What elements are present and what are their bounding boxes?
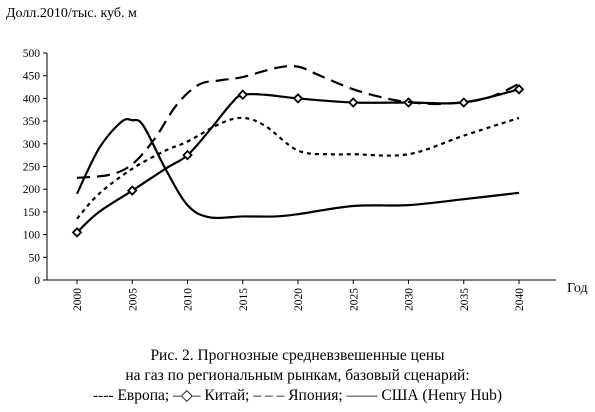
y-tick-label: 350 [23, 116, 41, 128]
x-tick-label: 2035 [459, 288, 471, 311]
x-tick-label: 2005 [127, 288, 139, 311]
y-tick-label: 250 [23, 162, 41, 174]
x-tick-label: 2040 [514, 288, 526, 311]
series-line-china [76, 88, 520, 234]
x-tick-labels: 2000 2005 2010 2015 2020 2025 2030 2035 2040 [72, 280, 526, 311]
y-tick-label: 450 [23, 71, 41, 83]
x-tick-label: 2020 [293, 288, 305, 311]
data-point-china [237, 89, 249, 101]
chart-axes [46, 53, 556, 281]
y-axis-title: Долл.2010/тыс. куб. м [6, 6, 137, 21]
data-point-china [347, 97, 359, 108]
x-axis-title: Год [567, 281, 588, 296]
y-tick-label: 50 [29, 252, 41, 264]
caption-line-2: на газ по региональным рынкам, базовый с… [125, 367, 470, 384]
series-line-japan [76, 64, 520, 179]
x-tick-label: 2010 [183, 288, 195, 311]
y-tick-label: 200 [23, 184, 41, 196]
x-tick-label: 2030 [404, 288, 416, 311]
y-tick-labels: 0 50 100 150 200 250 300 350 400 450 500 [23, 48, 47, 287]
y-tick-label: 0 [34, 275, 40, 287]
data-point-china [292, 93, 304, 104]
x-tick-label: 2000 [72, 288, 84, 311]
series-line-europe [76, 116, 520, 220]
y-tick-label: 150 [23, 207, 41, 219]
y-tick-label: 300 [23, 139, 41, 151]
data-point-china [458, 97, 470, 108]
y-tick-label: 400 [23, 93, 41, 105]
y-tick-label: 100 [23, 230, 41, 242]
caption-line-1: Рис. 2. Прогнозные средневзвешенные цены [150, 347, 445, 364]
x-tick-label: 2025 [348, 288, 360, 311]
y-tick-label: 500 [23, 48, 41, 60]
series-line-usa [76, 118, 520, 220]
series-lines [71, 64, 525, 238]
data-point-china [71, 227, 83, 238]
caption-legend: ---- Европа; –◇– Китай; – – – Япония; ——… [92, 387, 503, 404]
data-point-china [126, 185, 138, 196]
data-point-china [513, 84, 525, 95]
data-point-china [182, 149, 193, 161]
x-tick-label: 2015 [238, 288, 250, 311]
